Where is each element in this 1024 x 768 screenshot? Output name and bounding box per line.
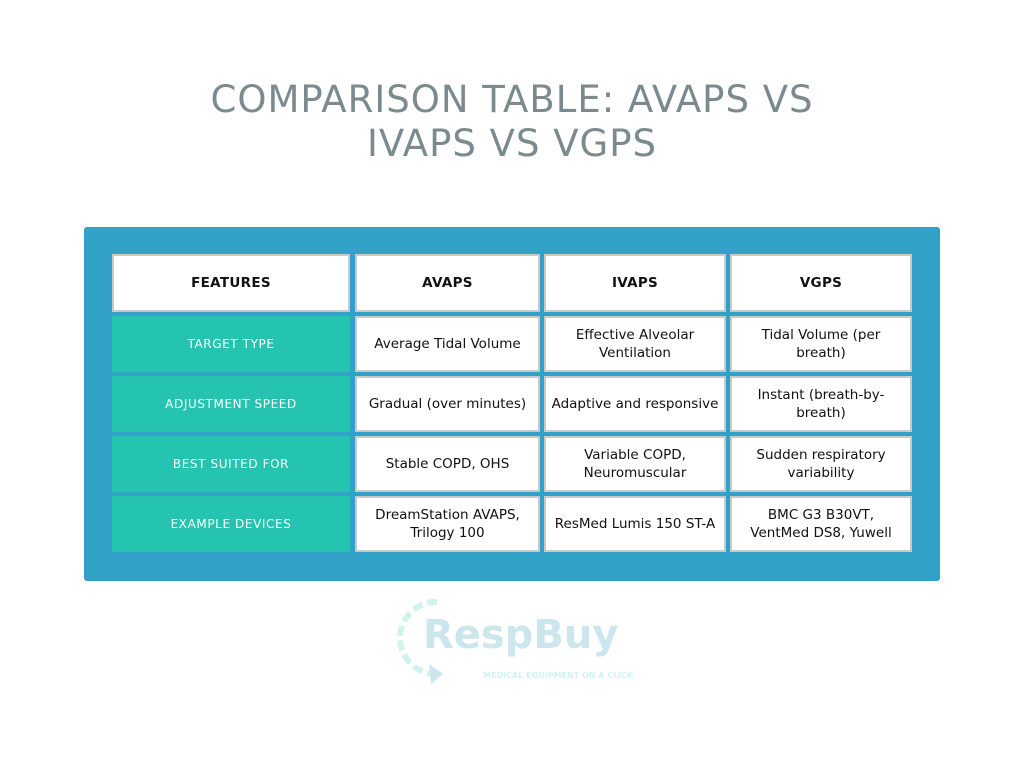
cell-vgps-target-type: Tidal Volume (per breath) (730, 316, 912, 372)
header-features: FEATURES (112, 254, 350, 312)
header-avaps: AVAPS (355, 254, 540, 312)
cell-avaps-best-suited-for: Stable COPD, OHS (355, 436, 540, 492)
cell-text: Trilogy 100 (410, 525, 485, 541)
cell-text: Gradual (over minutes) (368, 396, 527, 412)
cell-text: Variable COPD, (584, 447, 686, 463)
cell-avaps-adjustment-speed: Gradual (over minutes) (355, 376, 540, 432)
cell-text: Average Tidal Volume (374, 336, 521, 352)
cell-text: Ventilation (599, 345, 671, 361)
cell-vgps-adjustment-speed: Instant (breath-by-breath) (730, 376, 912, 432)
cell-text: Effective Alveolar (575, 327, 695, 343)
cell-text: Neuromuscular (583, 465, 687, 481)
cell-text: Instant (breath-by-breath) (757, 387, 885, 421)
cell-text: variability (787, 465, 855, 481)
cell-text: BMC G3 B30VT, (767, 507, 875, 523)
cell-text: Sudden respiratory (756, 447, 886, 463)
cell-ivaps-adjustment-speed: Adaptive and responsive (544, 376, 726, 432)
respbuy-watermark-logo: RespBuy MEDICAL EQUIPMENT ON A CLICK (397, 598, 634, 684)
feature-adjustment-speed: ADJUSTMENT SPEED (112, 376, 350, 432)
refresh-circle-icon (397, 598, 443, 684)
cell-ivaps-example-devices: ResMed Lumis 150 ST-A (544, 496, 726, 552)
title-line-2: IVAPS VS VGPS (366, 122, 658, 165)
cell-vgps-example-devices: BMC G3 B30VT, VentMed DS8, Yuwell (730, 496, 912, 552)
cell-ivaps-best-suited-for: Variable COPD, Neuromuscular (544, 436, 726, 492)
cell-vgps-best-suited-for: Sudden respiratory variability (730, 436, 912, 492)
feature-target-type: TARGET TYPE (112, 316, 350, 372)
watermark-brand: RespBuy (423, 612, 618, 658)
header-vgps: VGPS (730, 254, 912, 312)
comparison-table-panel: FEATURES AVAPS IVAPS VGPS TARGET TYPE Av… (84, 227, 940, 581)
watermark-tagline: MEDICAL EQUIPMENT ON A CLICK (483, 671, 634, 680)
cell-text: Stable COPD, OHS (385, 456, 510, 472)
cell-text: ResMed Lumis 150 ST-A (554, 516, 716, 532)
feature-best-suited-for: BEST SUITED FOR (112, 436, 350, 492)
cell-text: VentMed DS8, Yuwell (750, 525, 892, 541)
cell-ivaps-target-type: Effective Alveolar Ventilation (544, 316, 726, 372)
cell-text: DreamStation AVAPS, (375, 507, 520, 523)
header-ivaps: IVAPS (544, 254, 726, 312)
cell-text: Adaptive and responsive (551, 396, 719, 412)
cell-avaps-target-type: Average Tidal Volume (355, 316, 540, 372)
cell-avaps-example-devices: DreamStation AVAPS, Trilogy 100 (355, 496, 540, 552)
page-title: COMPARISON TABLE: AVAPS VS IVAPS VS VGPS (0, 78, 1024, 166)
feature-example-devices: EXAMPLE DEVICES (112, 496, 350, 552)
cell-text: Tidal Volume (per breath) (761, 327, 881, 361)
title-line-1: COMPARISON TABLE: AVAPS VS (210, 78, 814, 121)
